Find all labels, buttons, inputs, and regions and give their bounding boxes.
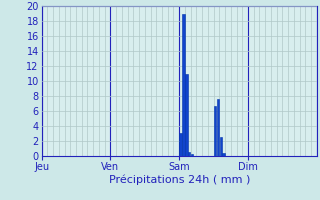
Bar <box>182 14 185 156</box>
Bar <box>188 152 190 156</box>
Bar <box>217 99 219 156</box>
Bar <box>180 133 182 156</box>
Bar <box>191 154 193 156</box>
X-axis label: Précipitations 24h ( mm ): Précipitations 24h ( mm ) <box>108 174 250 185</box>
Bar <box>185 73 188 156</box>
Bar <box>220 137 222 156</box>
Bar <box>222 153 225 156</box>
Bar <box>214 106 216 156</box>
